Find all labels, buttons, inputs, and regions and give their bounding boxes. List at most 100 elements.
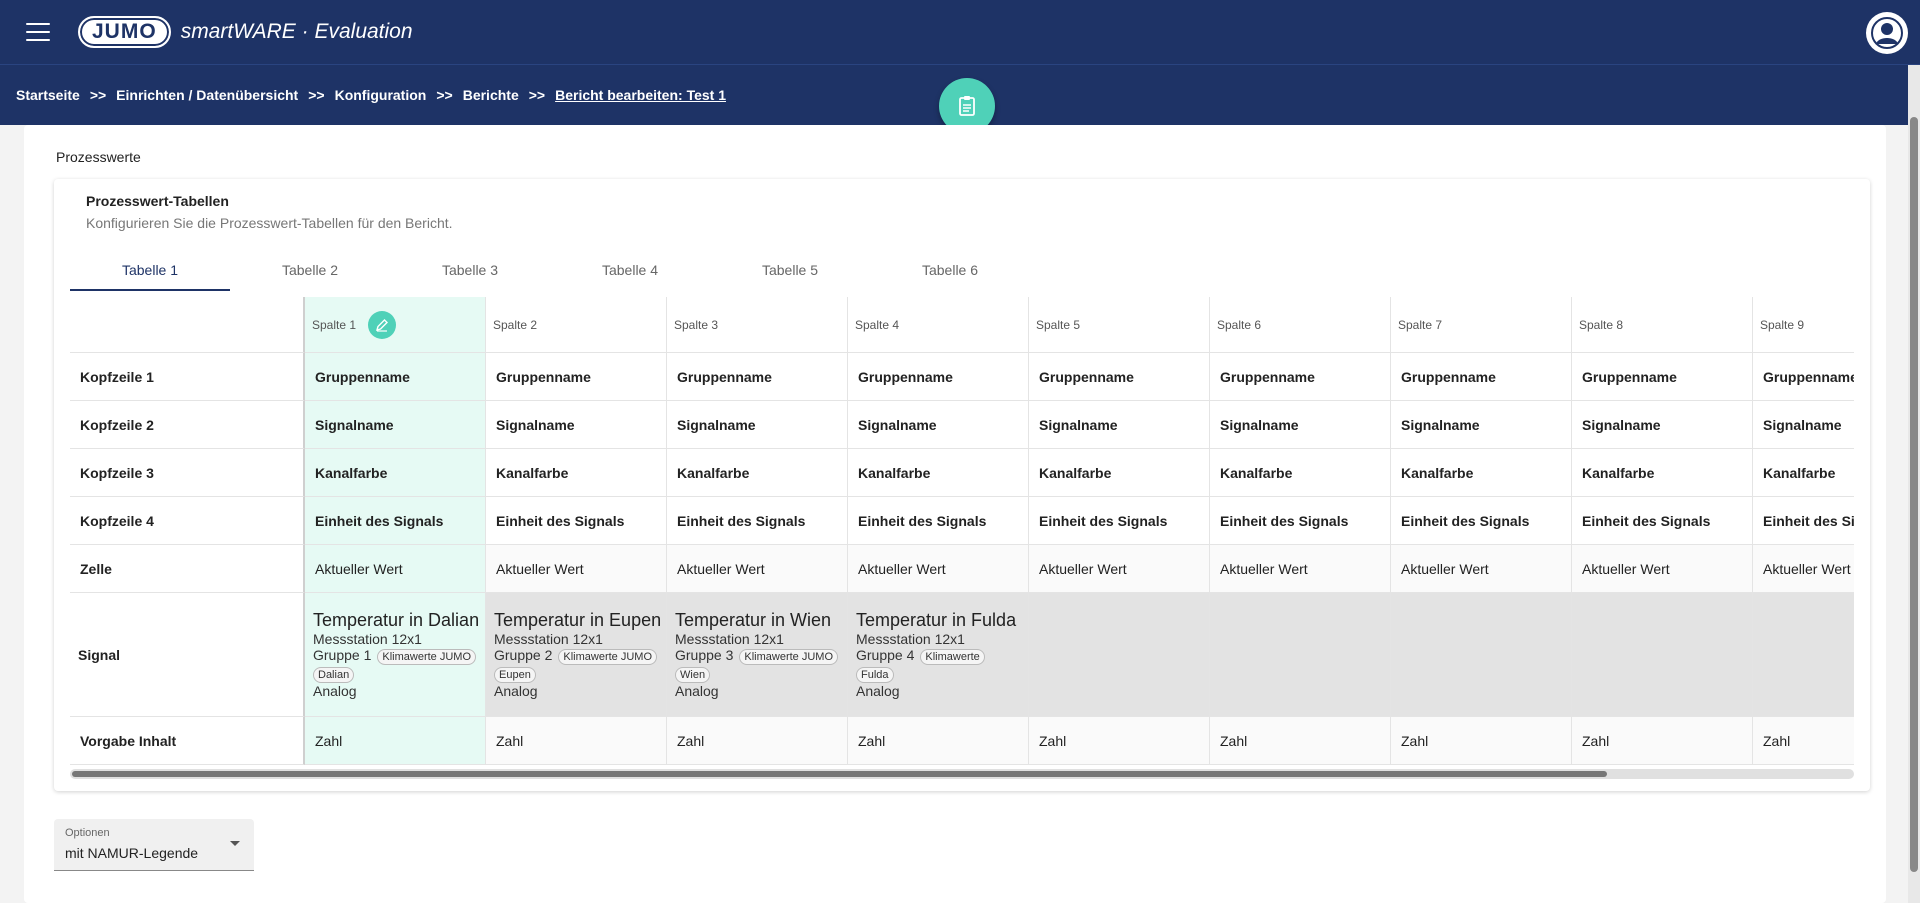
table-cell-kopf3[interactable]: Kanalfarbe	[1391, 449, 1572, 497]
signal-station: Messstation 12x1	[494, 631, 603, 647]
tab-tabelle-5[interactable]: Tabelle 5	[761, 262, 819, 278]
table-cell-vorgabe[interactable]: Zahl	[848, 717, 1029, 765]
table-cell-kopf2[interactable]: Signalname	[1753, 401, 1854, 449]
table-cell-kopf1[interactable]: Gruppenname	[1572, 353, 1753, 401]
tab-tabelle-1[interactable]: Tabelle 1	[70, 249, 230, 291]
signal-group: Gruppe 3	[675, 647, 734, 663]
table-cell-vorgabe[interactable]: Zahl	[1029, 717, 1210, 765]
table-cell-kopf4[interactable]: Einheit des Signals	[1029, 497, 1210, 545]
table-cell-vorgabe[interactable]: Zahl	[1210, 717, 1391, 765]
table-cell-zelle[interactable]: Aktueller Wert	[1753, 545, 1854, 593]
table-horizontal-scrollbar[interactable]	[70, 769, 1854, 779]
table-cell-kopf3[interactable]: Kanalfarbe	[1029, 449, 1210, 497]
table-cell-kopf4[interactable]: Einheit des Signals	[1210, 497, 1391, 545]
table-grid: Spalte 1 Spalte 2 Spalte 3 Spalte 4 Spalte 5…	[70, 297, 1854, 765]
table-cell-kopf2[interactable]: Signalname	[305, 401, 486, 449]
table-cell-vorgabe[interactable]: Zahl	[667, 717, 848, 765]
table-cell-zelle[interactable]: Aktueller Wert	[1029, 545, 1210, 593]
table-cell-kopf3[interactable]: Kanalfarbe	[848, 449, 1029, 497]
column-header-9[interactable]: Spalte 9	[1753, 297, 1854, 353]
table-cell-kopf1[interactable]: Gruppenname	[1391, 353, 1572, 401]
table-cell-kopf1[interactable]: Gruppenname	[486, 353, 667, 401]
signal-cell[interactable]	[1572, 593, 1753, 717]
column-header-4[interactable]: Spalte 4	[848, 297, 1029, 353]
table-cell-kopf3[interactable]: Kanalfarbe	[667, 449, 848, 497]
table-cell-kopf3[interactable]: Kanalfarbe	[1572, 449, 1753, 497]
signal-cell[interactable]: Temperatur in Dalian Messstation 12x1 Grup…	[305, 593, 486, 717]
column-header-7[interactable]: Spalte 7	[1391, 297, 1572, 353]
table-cell-kopf2[interactable]: Signalname	[1572, 401, 1753, 449]
signal-cell[interactable]: Temperatur in Fulda Messstation 12x1 Grupp…	[848, 593, 1029, 717]
chevron-down-icon	[230, 841, 240, 846]
column-header-3[interactable]: Spalte 3	[667, 297, 848, 353]
table-cell-kopf3[interactable]: Kanalfarbe	[1210, 449, 1391, 497]
tab-tabelle-6[interactable]: Tabelle 6	[921, 262, 979, 278]
table-cell-kopf2[interactable]: Signalname	[848, 401, 1029, 449]
table-cell-kopf2[interactable]: Signalname	[1210, 401, 1391, 449]
table-cell-zelle[interactable]: Aktueller Wert	[1210, 545, 1391, 593]
row-label-signal: Signal	[70, 593, 305, 717]
table-cell-kopf1[interactable]: Gruppenname	[1029, 353, 1210, 401]
card-title: Prozesswert-Tabellen	[86, 193, 229, 209]
table-cell-zelle[interactable]: Aktueller Wert	[1391, 545, 1572, 593]
breadcrumb-start[interactable]: Startseite	[16, 87, 80, 103]
column-header-8[interactable]: Spalte 8	[1572, 297, 1753, 353]
page-scrollbar[interactable]	[1908, 65, 1920, 903]
table-cell-vorgabe[interactable]: Zahl	[1753, 717, 1854, 765]
breadcrumb-setup[interactable]: Einrichten / Datenübersicht	[116, 87, 299, 103]
clipboard-fab-button[interactable]	[939, 78, 995, 134]
table-cell-kopf3[interactable]: Kanalfarbe	[305, 449, 486, 497]
table-cell-zelle[interactable]: Aktueller Wert	[667, 545, 848, 593]
breadcrumb-configuration[interactable]: Konfiguration	[334, 87, 427, 103]
table-cell-vorgabe[interactable]: Zahl	[305, 717, 486, 765]
table-cell-zelle[interactable]: Aktueller Wert	[1572, 545, 1753, 593]
table-cell-kopf4[interactable]: Einheit des Signals	[1572, 497, 1753, 545]
table-cell-vorgabe[interactable]: Zahl	[1572, 717, 1753, 765]
table-cell-kopf2[interactable]: Signalname	[667, 401, 848, 449]
tab-tabelle-2[interactable]: Tabelle 2	[281, 262, 339, 278]
user-avatar-icon[interactable]	[1866, 12, 1908, 54]
signal-cell[interactable]	[1210, 593, 1391, 717]
signal-cell[interactable]: Temperatur in Eupen Messstation 12x1 Grupp…	[486, 593, 667, 717]
process-table-card: Prozesswert-Tabellen Konfigurieren Sie d…	[54, 179, 1870, 791]
column-header-1[interactable]: Spalte 1	[305, 297, 486, 353]
table-cell-kopf4[interactable]: Einheit des Signals	[1391, 497, 1572, 545]
table-cell-kopf4[interactable]: Einheit des Signals	[667, 497, 848, 545]
menu-icon[interactable]	[26, 23, 50, 41]
table-cell-kopf1[interactable]: Gruppenname	[667, 353, 848, 401]
table-cell-kopf4[interactable]: Einheit des Signals	[305, 497, 486, 545]
table-cell-kopf2[interactable]: Signalname	[1391, 401, 1572, 449]
tab-tabelle-3[interactable]: Tabelle 3	[441, 262, 499, 278]
options-select[interactable]: Optionen mit NAMUR-Legende	[54, 819, 254, 871]
signal-group: Gruppe 1	[313, 647, 372, 663]
table-cell-zelle[interactable]: Aktueller Wert	[848, 545, 1029, 593]
signal-cell[interactable]	[1753, 593, 1854, 717]
breadcrumb-reports[interactable]: Berichte	[462, 87, 519, 103]
column-header-2[interactable]: Spalte 2	[486, 297, 667, 353]
signal-cell[interactable]	[1391, 593, 1572, 717]
table-cell-vorgabe[interactable]: Zahl	[1391, 717, 1572, 765]
signal-type: Analog	[856, 683, 900, 699]
table-cell-kopf4[interactable]: Einheit des Signals	[486, 497, 667, 545]
table-cell-kopf1[interactable]: Gruppenname	[848, 353, 1029, 401]
table-cell-kopf2[interactable]: Signalname	[1029, 401, 1210, 449]
column-header-label: Spalte 3	[674, 317, 719, 332]
table-cell-kopf3[interactable]: Kanalfarbe	[486, 449, 667, 497]
tab-tabelle-4[interactable]: Tabelle 4	[601, 262, 659, 278]
edit-column-button[interactable]	[368, 310, 397, 339]
breadcrumb-current[interactable]: Bericht bearbeiten: Test 1	[555, 87, 726, 103]
table-cell-zelle[interactable]: Aktueller Wert	[305, 545, 486, 593]
table-cell-kopf2[interactable]: Signalname	[486, 401, 667, 449]
table-cell-kopf1[interactable]: Gruppenname	[305, 353, 486, 401]
table-cell-vorgabe[interactable]: Zahl	[486, 717, 667, 765]
table-cell-kopf1[interactable]: Gruppenname	[1753, 353, 1854, 401]
column-header-6[interactable]: Spalte 6	[1210, 297, 1391, 353]
table-cell-kopf1[interactable]: Gruppenname	[1210, 353, 1391, 401]
table-cell-kopf3[interactable]: Kanalfarbe	[1753, 449, 1854, 497]
signal-cell[interactable]	[1029, 593, 1210, 717]
column-header-5[interactable]: Spalte 5	[1029, 297, 1210, 353]
table-cell-kopf4[interactable]: Einheit des Signals	[1753, 497, 1854, 545]
table-cell-zelle[interactable]: Aktueller Wert	[486, 545, 667, 593]
table-cell-kopf4[interactable]: Einheit des Signals	[848, 497, 1029, 545]
signal-cell[interactable]: Temperatur in Wien Messstation 12x1 Gruppe…	[667, 593, 848, 717]
